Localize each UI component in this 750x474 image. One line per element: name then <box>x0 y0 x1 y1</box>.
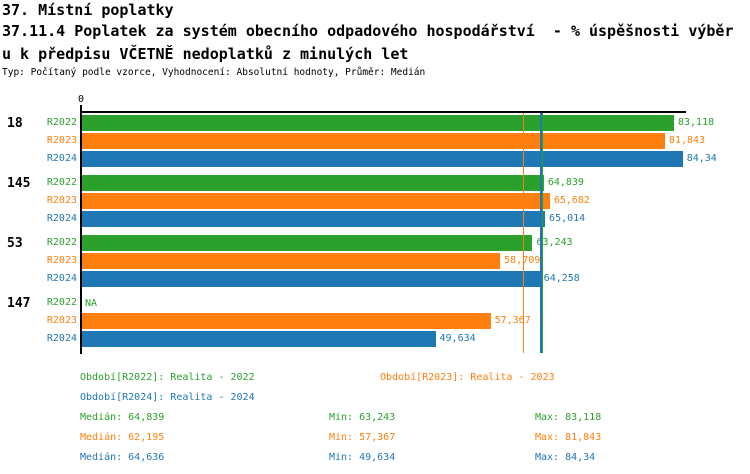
row-label-R2023: R2023 <box>46 195 77 206</box>
bar-145-R2024 <box>82 211 546 227</box>
row-label-R2022: R2022 <box>46 297 77 308</box>
bar-value-label: 65,014 <box>549 213 586 224</box>
bar-value-label: 84,34 <box>686 153 717 164</box>
legend-median-r2024: Medián: 64,636 <box>80 452 165 463</box>
row-label-R2023: R2023 <box>46 255 77 266</box>
row-label-R2023: R2023 <box>46 135 77 146</box>
bar-18-R2022 <box>82 115 674 131</box>
legend-min-r2023: Min: 57,367 <box>329 432 396 443</box>
bar-value-label: 57,367 <box>494 315 531 326</box>
legend-max-r2024: Max: 84,34 <box>535 452 596 463</box>
top-axis-spine <box>81 111 686 113</box>
group-label-53: 53 <box>7 236 23 251</box>
left-axis-spine <box>80 105 82 354</box>
group-label-145: 145 <box>7 176 31 191</box>
legend-max-r2022: Max: 83,118 <box>535 412 602 423</box>
bar-value-label: 64,258 <box>543 273 580 284</box>
bar-53-R2024 <box>82 271 540 287</box>
bar-53-R2022 <box>82 235 533 251</box>
row-label-R2024: R2024 <box>46 273 77 284</box>
bar-value-label: 49,634 <box>439 333 476 344</box>
median-R2024-line <box>540 113 542 353</box>
bar-147-R2023 <box>82 313 491 329</box>
row-label-R2022: R2022 <box>46 177 77 188</box>
report-section-title: 37. Místní poplatky <box>2 1 174 19</box>
chart-title-line-2: u k předpisu VČETNĚ nedoplatků z minulýc… <box>2 45 409 63</box>
chart-title-line-1: 37.11.4 Poplatek za systém obecního odpa… <box>2 22 734 40</box>
bar-value-label: 58,709 <box>504 255 540 267</box>
row-label-R2022: R2022 <box>46 237 77 248</box>
x-axis-zero-tick-label: 0 <box>77 94 85 105</box>
bar-value-label: 81,843 <box>668 135 706 146</box>
bar-18-R2023 <box>82 133 665 149</box>
legend-min-r2022: Min: 63,243 <box>329 412 396 423</box>
row-label-R2024: R2024 <box>46 333 77 344</box>
legend-median-r2023: Medián: 62,195 <box>80 432 165 443</box>
legend-median-r2022: Medián: 64,839 <box>80 412 165 423</box>
row-label-R2023: R2023 <box>46 315 77 326</box>
na-value-label: NA <box>85 298 98 309</box>
median-R2022-line <box>541 113 544 353</box>
legend-period-r2024: Období[R2024]: Realita - 2024 <box>80 392 255 403</box>
bar-18-R2024 <box>82 151 683 167</box>
median-R2023-line <box>522 113 525 353</box>
bar-53-R2023 <box>82 253 501 269</box>
group-label-18: 18 <box>7 116 23 131</box>
bar-value-label: 64,839 <box>547 177 584 188</box>
bar-145-R2023 <box>82 193 550 209</box>
bar-147-R2024 <box>82 331 436 347</box>
legend-period-r2022: Období[R2022]: Realita - 2022 <box>80 372 255 383</box>
bar-value-label: 65,682 <box>553 195 590 206</box>
row-label-R2024: R2024 <box>46 213 77 224</box>
chart-subtitle: Typ: Počítaný podle vzorce, Vyhodnocení:… <box>2 67 426 78</box>
bar-145-R2022 <box>82 175 544 191</box>
legend-max-r2023: Max: 81,843 <box>535 432 602 443</box>
bar-value-label: 63,243 <box>536 237 573 248</box>
row-label-R2022: R2022 <box>46 117 77 128</box>
row-label-R2024: R2024 <box>46 153 77 164</box>
legend-period-r2023: Období[R2023]: Realita - 2023 <box>380 372 555 383</box>
legend-min-r2024: Min: 49,634 <box>329 452 396 463</box>
bar-value-label: 83,118 <box>678 117 715 128</box>
group-label-147: 147 <box>7 296 31 311</box>
